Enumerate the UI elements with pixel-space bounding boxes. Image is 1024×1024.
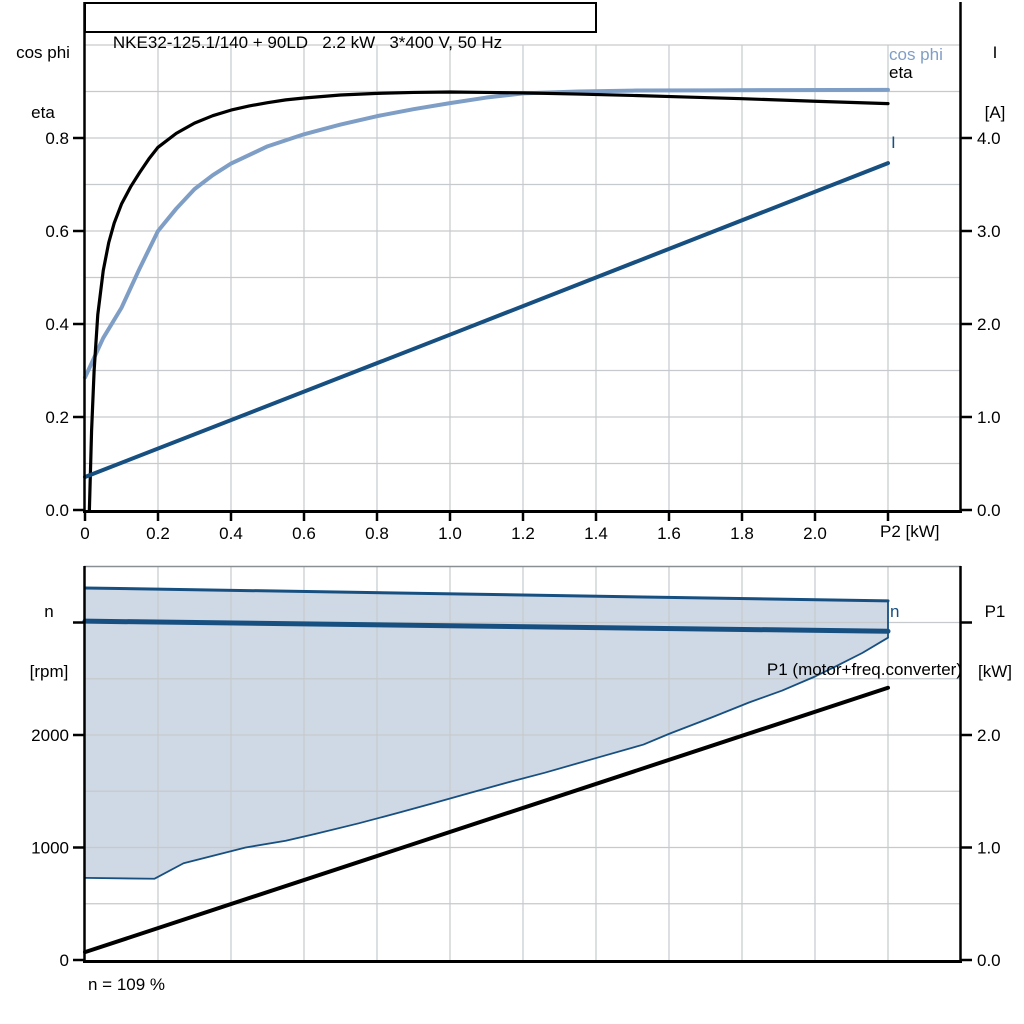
curve-label-speed: n <box>890 602 899 622</box>
svg-text:0.4: 0.4 <box>219 524 243 543</box>
svg-text:2.0: 2.0 <box>977 315 1001 334</box>
svg-text:0: 0 <box>60 951 69 970</box>
axis-title-cos-phi: cos phi <box>6 43 80 63</box>
svg-text:2.0: 2.0 <box>977 726 1001 745</box>
y-left-axis-title-top: cos phi eta <box>6 3 80 163</box>
pump-performance-panel: 0.00.20.40.60.80.01.02.03.04.000.20.40.6… <box>0 0 1024 1024</box>
axis-title-current: I <box>968 43 1022 63</box>
chart-title: NKE32-125.1/140 + 90LD 2.2 kW 3*400 V, 5… <box>113 33 502 52</box>
curve-label-cos-phi: cos phi <box>889 45 943 65</box>
svg-text:1.0: 1.0 <box>977 408 1001 427</box>
curve-label-current: I <box>891 133 896 153</box>
axis-title-p1: P1 <box>966 602 1024 622</box>
y-right-axis-title-bottom: P1 [kW] <box>966 562 1024 722</box>
svg-text:0.2: 0.2 <box>146 524 170 543</box>
svg-text:1000: 1000 <box>31 839 69 858</box>
top-chart-series <box>85 90 888 510</box>
svg-text:0.4: 0.4 <box>45 315 69 334</box>
svg-text:0.8: 0.8 <box>365 524 389 543</box>
y-left-axis-title-bottom: n [rpm] <box>16 562 82 722</box>
svg-text:2000: 2000 <box>31 726 69 745</box>
axis-title-current-unit: [A] <box>968 103 1022 123</box>
svg-text:0.0: 0.0 <box>977 501 1001 520</box>
axis-title-speed: n <box>16 602 82 622</box>
chart-title-box: NKE32-125.1/140 + 90LD 2.2 kW 3*400 V, 5… <box>84 2 597 33</box>
svg-text:1.6: 1.6 <box>657 524 681 543</box>
svg-text:0.6: 0.6 <box>292 524 316 543</box>
axis-title-speed-unit: [rpm] <box>16 662 82 682</box>
svg-text:1.0: 1.0 <box>438 524 462 543</box>
svg-text:1.8: 1.8 <box>730 524 754 543</box>
x-axis-title: P2 [kW] <box>880 522 940 542</box>
charts-canvas: 0.00.20.40.60.80.01.02.03.04.000.20.40.6… <box>0 0 1024 1024</box>
svg-text:3.0: 3.0 <box>977 222 1001 241</box>
y-right-axis-title-top: I [A] <box>968 3 1022 163</box>
svg-text:1.0: 1.0 <box>977 839 1001 858</box>
svg-text:0: 0 <box>80 524 89 543</box>
svg-text:0.0: 0.0 <box>45 501 69 520</box>
axis-title-eta: eta <box>6 103 80 123</box>
curve-label-eta: eta <box>889 63 913 83</box>
curve-label-p1: P1 (motor+freq.converter) <box>690 660 962 680</box>
speed-percentage-note: n = 109 % <box>88 975 165 995</box>
svg-text:0.2: 0.2 <box>45 408 69 427</box>
svg-text:1.4: 1.4 <box>584 524 608 543</box>
axis-title-p1-unit: [kW] <box>966 662 1024 682</box>
svg-text:0.0: 0.0 <box>977 951 1001 970</box>
svg-text:0.6: 0.6 <box>45 222 69 241</box>
svg-text:1.2: 1.2 <box>511 524 535 543</box>
svg-text:2.0: 2.0 <box>803 524 827 543</box>
